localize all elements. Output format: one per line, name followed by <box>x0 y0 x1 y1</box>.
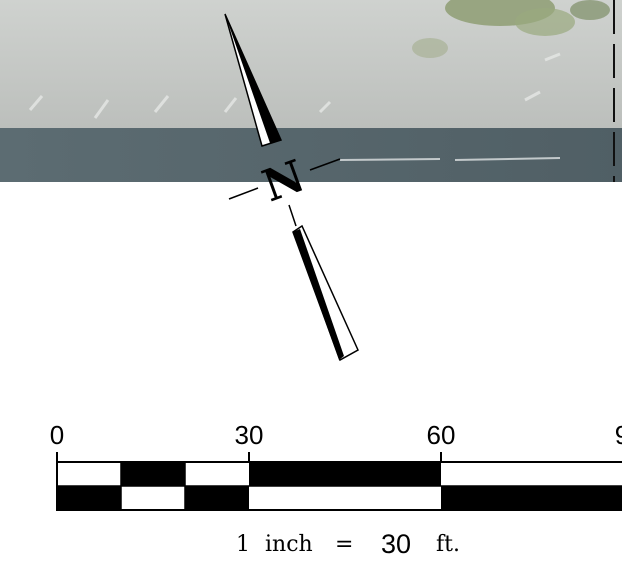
scale-caption-value: 30 <box>381 529 412 559</box>
parking-marks <box>28 52 561 119</box>
vegetation-patch <box>412 38 448 58</box>
south-needle-fill <box>293 229 344 360</box>
north-arrow-crossbar <box>309 158 341 171</box>
scale-caption-equals: = <box>335 532 354 557</box>
vegetation-patch <box>515 8 575 36</box>
north-arrow-crossbar <box>228 187 259 200</box>
scale-tick-label: 60 <box>427 420 456 450</box>
scale-tick-label: 9 <box>615 420 622 450</box>
shoreline-marks <box>339 157 561 161</box>
scale-tick-label: 0 <box>50 420 64 450</box>
scale-segment <box>57 486 121 510</box>
north-needle-fill <box>225 14 281 143</box>
north-arrow-shaft <box>288 204 297 227</box>
scale-caption-unit: ft. <box>436 532 460 557</box>
vegetation-patch <box>570 0 610 20</box>
scale-caption-unit-word: inch <box>265 532 313 557</box>
scale-tick-label: 30 <box>235 420 264 450</box>
scale-caption: 1 inch = 30 ft. <box>0 529 622 566</box>
scale-segment <box>249 462 441 486</box>
scale-segment <box>121 462 185 486</box>
scale-caption-prefix: 1 <box>236 532 250 557</box>
aerial-photo <box>0 0 622 182</box>
scale-segment <box>185 486 249 510</box>
water-strip <box>0 128 622 182</box>
scale-segment <box>441 486 622 510</box>
